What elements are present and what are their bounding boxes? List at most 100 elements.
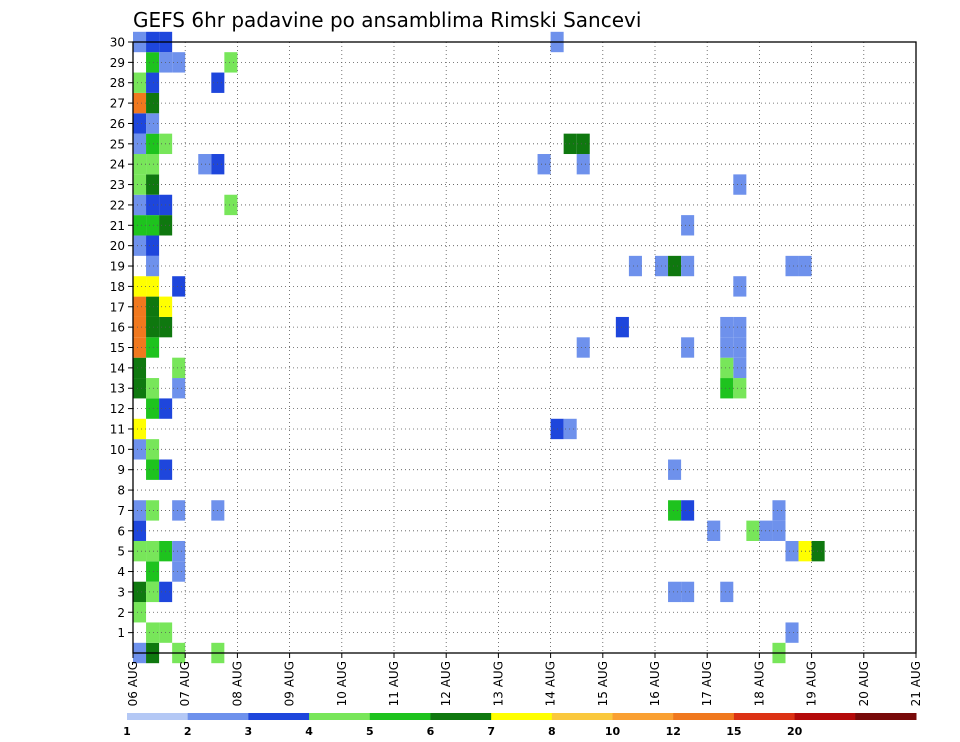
heatmap-cell — [733, 276, 747, 297]
heatmap-cell — [681, 337, 695, 358]
heatmap-cell — [146, 296, 160, 317]
x-tick-label: 12 AUG — [439, 661, 453, 706]
heatmap-cell — [563, 418, 577, 440]
heatmap-cell — [772, 500, 786, 521]
x-tick-label: 17 AUG — [700, 661, 714, 706]
heatmap-cell — [720, 337, 734, 358]
heatmap-cell — [576, 154, 590, 175]
heatmap-cell — [146, 439, 160, 460]
y-tick-label: 18 — [110, 280, 125, 294]
y-tick-label: 28 — [110, 76, 125, 90]
x-tick-label: 14 AUG — [544, 661, 558, 706]
y-axis: 1234567891011121314151617181920212223242… — [110, 36, 133, 640]
heatmap-cell — [224, 52, 238, 73]
y-tick-label: 22 — [110, 198, 125, 212]
y-tick-label: 29 — [110, 56, 125, 70]
y-tick-label: 11 — [110, 422, 125, 436]
colorbar-label: 12 — [666, 725, 681, 738]
x-tick-label: 09 AUG — [283, 661, 297, 706]
heatmap-cell — [146, 500, 160, 521]
heatmap-cell — [133, 357, 147, 379]
heatmap-cell — [733, 337, 747, 358]
heatmap-cell — [785, 255, 799, 277]
heatmap-cell — [681, 581, 695, 603]
x-tick-label: 16 AUG — [648, 661, 662, 706]
heatmap-cell — [133, 418, 147, 440]
x-axis: 06 AUG 07 AUG 08 AUG 09 AUG 10 AUG 11 AUG 12 A… — [126, 653, 923, 706]
heatmap-cell — [133, 154, 147, 175]
y-tick-label: 14 — [110, 361, 125, 375]
y-tick-label: 10 — [110, 443, 125, 457]
heatmap-cell — [133, 276, 147, 297]
heatmap-cell — [146, 255, 160, 277]
heatmap-cell — [224, 194, 238, 216]
heatmap-cell — [668, 255, 682, 277]
x-tick-label: 18 AUG — [752, 661, 766, 706]
heatmap-cell — [133, 215, 147, 236]
y-tick-label: 25 — [110, 137, 125, 151]
heatmap-cell — [681, 215, 695, 236]
y-tick-label: 17 — [110, 300, 125, 314]
heatmap-cell — [133, 520, 147, 541]
colorbar-label: 8 — [548, 725, 556, 738]
heatmap-cell — [772, 520, 786, 541]
y-tick-label: 13 — [110, 382, 125, 396]
heatmap-cell — [172, 561, 186, 582]
heatmap-cell — [576, 337, 590, 358]
x-tick-label: 21 AUG — [909, 661, 923, 706]
colorbar-swatch — [309, 713, 371, 720]
heatmap-cell — [146, 378, 160, 399]
heatmap-cell — [720, 357, 734, 379]
y-tick-label: 2 — [117, 606, 125, 620]
heatmap-cell — [133, 439, 147, 460]
heatmap-cell — [733, 357, 747, 379]
x-tick-label: 13 AUG — [491, 661, 505, 706]
y-tick-label: 6 — [117, 524, 125, 538]
heatmap-cell — [146, 337, 160, 358]
x-tick-label: 07 AUG — [178, 661, 192, 706]
y-tick-label: 19 — [110, 260, 125, 274]
colorbar-swatch — [248, 713, 310, 720]
heatmap-cell — [133, 174, 147, 195]
heatmap-cell — [733, 378, 747, 399]
heatmap-cell — [146, 276, 160, 297]
y-tick-label: 30 — [110, 36, 125, 50]
heatmap-cell — [576, 133, 590, 155]
colorbar-swatch — [612, 713, 674, 720]
heatmap-cell — [668, 500, 682, 521]
heatmap-cell — [146, 72, 160, 93]
heatmap-cell — [172, 378, 186, 399]
x-tick-label: 20 AUG — [857, 661, 871, 706]
y-tick-label: 16 — [110, 321, 125, 335]
heatmap-cell — [146, 581, 160, 603]
colorbar-swatch — [733, 713, 796, 720]
heatmap-cell — [681, 255, 695, 277]
heatmap-cell — [628, 255, 642, 277]
heatmap-cell — [668, 459, 682, 480]
chart-title: GEFS 6hr padavine po ansamblima Rimski S… — [133, 8, 641, 32]
heatmap-cell — [146, 133, 160, 155]
heatmap-cell — [146, 52, 160, 73]
colorbar-swatch — [430, 713, 492, 720]
y-tick-label: 8 — [117, 484, 125, 498]
colorbar-label: 7 — [487, 725, 495, 738]
heatmap-cell — [563, 133, 577, 155]
heatmap-cell — [133, 113, 147, 134]
heatmap-cell — [146, 154, 160, 175]
heatmap-cell — [146, 316, 160, 338]
colorbar-label: 3 — [245, 725, 253, 738]
colorbar-label: 5 — [366, 725, 374, 738]
heatmap-cell — [172, 52, 186, 73]
heatmap-cell — [133, 602, 147, 623]
heatmap-cell — [720, 581, 734, 603]
colorbar-swatch — [491, 713, 553, 720]
colorbar-swatch — [673, 713, 735, 720]
colorbar: 1 2 3 4 5 6 7 8 10 12 15 20 — [123, 713, 917, 738]
heatmap-cell — [146, 174, 160, 195]
y-tick-label: 5 — [117, 545, 125, 559]
heatmap-cell — [133, 133, 147, 155]
y-tick-label: 12 — [110, 402, 125, 416]
heatmap-cell — [146, 540, 160, 562]
heatmap-cell — [133, 316, 147, 338]
colorbar-swatch — [127, 713, 189, 720]
